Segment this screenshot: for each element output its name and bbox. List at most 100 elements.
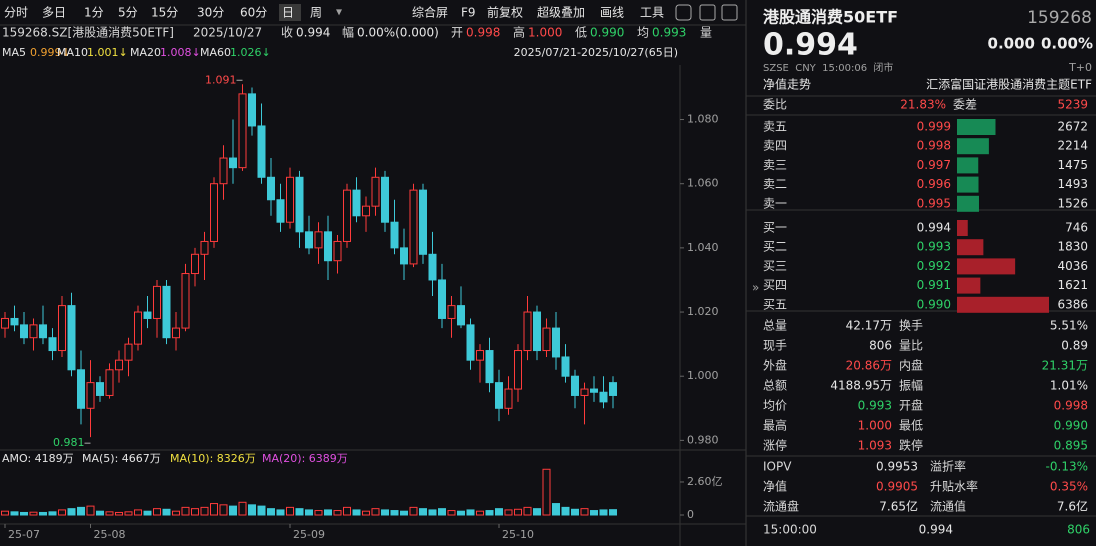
stat-label: 外盘 — [763, 358, 787, 373]
volume-bar — [476, 510, 484, 516]
y-tick-label: 1.080 — [687, 113, 719, 126]
window-icon[interactable] — [699, 4, 716, 21]
candle-body — [96, 382, 104, 396]
volume-bar — [257, 505, 266, 516]
y-tick-label: 1.060 — [687, 177, 719, 190]
book-volume: 2214 — [1057, 139, 1088, 153]
tool-button[interactable]: 超级叠加 — [537, 5, 585, 20]
stat-value: 42.17万 — [846, 319, 892, 333]
volume-bar — [58, 509, 66, 516]
period-tab[interactable]: 60分 — [240, 6, 267, 20]
volume-bar — [124, 511, 133, 516]
fund-stat-label: 流通盘 — [763, 499, 799, 514]
book-label: 买三 — [763, 259, 787, 273]
y-tick-label: 1.020 — [687, 305, 719, 318]
period-tab[interactable]: 30分 — [197, 6, 224, 20]
volume-bar — [20, 511, 28, 516]
period-tab[interactable]: 周 — [310, 6, 322, 20]
fund-stat-label: 升贴水率 — [930, 479, 978, 494]
fund-stat-value: 0.35% — [1050, 480, 1088, 494]
volume-bar — [419, 508, 427, 516]
close-icon[interactable] — [721, 4, 738, 21]
volume-bar — [533, 508, 541, 516]
candle-body — [124, 343, 133, 361]
volume-bar — [219, 504, 228, 516]
stat-value: 0.990 — [1054, 419, 1088, 433]
period-tab[interactable]: 多日 — [42, 6, 66, 20]
volume-bar — [115, 511, 123, 516]
fund-full-name[interactable]: 汇添富国证港股通消费主题ETF — [926, 77, 1092, 92]
info-value: 0.993 — [652, 26, 686, 40]
candle-body — [105, 369, 114, 396]
book-price: 0.998 — [917, 139, 951, 153]
ma-label: MA60 — [200, 46, 231, 59]
candle-body — [428, 253, 437, 281]
fund-stat-value: 7.65亿 — [879, 499, 918, 514]
stat-label: 开盘 — [899, 398, 923, 413]
tool-button[interactable]: F9 — [461, 6, 476, 20]
collapse-arrow[interactable]: » — [752, 281, 759, 295]
volume-bar — [495, 508, 503, 516]
book-label: 卖四 — [763, 139, 787, 153]
fund-stat-label: 净值 — [763, 479, 787, 494]
book-label: 卖一 — [763, 196, 787, 210]
tool-button[interactable]: 工具 — [640, 6, 664, 20]
book-volume: 6386 — [1057, 297, 1088, 311]
volume-bar — [571, 508, 579, 516]
volume-bar — [352, 509, 361, 516]
fund-stat-value: 0.9953 — [876, 460, 918, 474]
stat-value: 1.000 — [858, 419, 892, 433]
tool-button[interactable]: 前复权 — [487, 5, 523, 20]
candle-body — [257, 125, 266, 178]
volume-bar — [457, 510, 465, 516]
period-tab[interactable]: 15分 — [151, 6, 178, 20]
stat-value: 0.998 — [1054, 399, 1088, 413]
period-tab[interactable]: 5分 — [118, 6, 138, 20]
tool-button[interactable]: 综合屏 — [412, 5, 448, 20]
dropdown[interactable]: ▾ — [336, 5, 342, 19]
volume-bar — [286, 506, 294, 516]
stat-value: 806 — [869, 339, 892, 353]
period-tab[interactable]: 日 — [282, 6, 294, 20]
book-bar — [957, 195, 979, 212]
candle-body — [143, 311, 152, 319]
book-bar — [957, 296, 1049, 313]
book-price: 0.997 — [917, 158, 951, 172]
candle-body — [48, 337, 57, 352]
settings-icon[interactable] — [675, 4, 692, 21]
fund-name: 港股通消费50ETF — [763, 8, 898, 27]
stat-label: 量比 — [899, 339, 923, 353]
candle-body — [333, 240, 342, 262]
volume-bar — [542, 468, 551, 516]
period-tab[interactable]: 分时 — [4, 6, 28, 20]
book-volume: 1621 — [1057, 278, 1088, 292]
volume-bar — [172, 510, 180, 516]
fund-stat-value: 7.6亿 — [1057, 499, 1088, 514]
candle-body — [485, 350, 494, 384]
candle-body — [210, 183, 218, 242]
stat-value: 20.86万 — [846, 359, 892, 373]
book-volume: 1526 — [1057, 196, 1088, 210]
ratio-label: 委比 — [763, 98, 787, 112]
tick-time: 15:00:00 — [763, 523, 817, 537]
book-label: 买四 — [763, 278, 787, 292]
y-tick-label: 0.980 — [687, 433, 719, 446]
volume-bar — [229, 505, 237, 516]
candle-body — [67, 305, 76, 371]
volume-bar — [552, 503, 560, 516]
market-status: SZSE CNY 15:00:06 闭市 — [763, 61, 893, 74]
volume-label: 量 — [700, 26, 712, 40]
fund-stat-label: 流通值 — [930, 499, 966, 514]
candle-body — [466, 324, 475, 361]
candle-body — [191, 253, 199, 275]
tool-button[interactable]: 画线 — [600, 6, 624, 20]
volume-bar — [390, 510, 399, 516]
volume-bar — [362, 510, 370, 516]
period-tab[interactable]: 1分 — [84, 6, 104, 20]
ma-value: 1.001↓ — [87, 46, 128, 59]
candle-body — [248, 93, 256, 127]
tick-volume: 806 — [1067, 523, 1090, 537]
volume-bar — [153, 508, 161, 516]
volume-bar — [504, 509, 513, 516]
candle-body — [381, 176, 389, 223]
